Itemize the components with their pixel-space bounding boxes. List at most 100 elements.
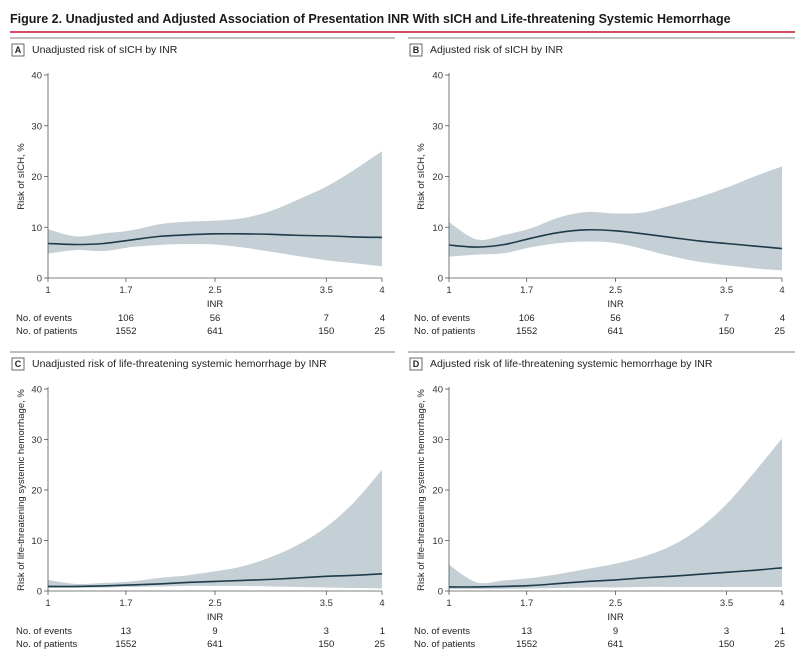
table-cell: 1: [380, 626, 385, 637]
table-cell: 641: [608, 639, 624, 650]
chart-panels: A Unadjusted risk of sICH by INR010203040…: [10, 37, 795, 650]
x-tick-label: 2.5: [208, 598, 221, 609]
y-tick-label: 10: [432, 536, 443, 547]
chart-panel-a: A Unadjusted risk of sICH by INR 0 10 20 30 40…: [10, 37, 395, 337]
table-cell: 25: [374, 639, 385, 650]
confidence-band: [449, 166, 782, 271]
table-cell: 25: [374, 326, 385, 337]
y-tick-label: 20: [432, 172, 443, 183]
table-row-label: No. of events: [414, 313, 470, 324]
chart-panel-c: C Unadjusted risk of life-threatening sys…: [10, 351, 395, 650]
table-cell: 9: [613, 626, 618, 637]
y-axis-label: Risk of sICH, %: [16, 143, 27, 210]
table-cell: 7: [724, 313, 729, 324]
x-tick-label: 1.7: [520, 598, 533, 609]
x-tick-label: 3.5: [720, 285, 733, 296]
confidence-band: [449, 438, 782, 590]
y-tick-label: 10: [432, 223, 443, 234]
table-cell: 3: [324, 626, 329, 637]
y-tick-label: 0: [37, 274, 42, 285]
y-tick-label: 0: [438, 587, 443, 598]
table-cell: 1552: [115, 326, 136, 337]
x-tick-label: 1: [45, 285, 50, 296]
table-cell: 7: [324, 313, 329, 324]
chart-panel-d: D Adjusted risk of life-threatening syste…: [408, 351, 795, 650]
table-cell: 4: [780, 313, 785, 324]
table-cell: 641: [207, 326, 223, 337]
table-cell: 1552: [115, 639, 136, 650]
y-tick-label: 40: [432, 71, 443, 82]
x-tick-label: 1.7: [520, 285, 533, 296]
risk-estimate-line: [448, 566, 783, 588]
table-cell: 56: [610, 313, 621, 324]
table-cell: 150: [318, 639, 334, 650]
panel-letter-box: [409, 357, 423, 371]
x-tick-label: 1.7: [119, 598, 132, 609]
x-axis-label: INR: [607, 612, 624, 623]
x-tick-label: 2.5: [609, 285, 622, 296]
table-row-label: No. of events: [16, 626, 72, 637]
y-tick-label: 30: [432, 121, 443, 132]
table-row-label: No. of patients: [16, 326, 78, 337]
y-tick-label: 20: [31, 172, 42, 183]
x-tick-label: 4: [779, 598, 784, 609]
panel-title: Unadjusted risk of sICH by INR: [32, 44, 178, 56]
panel-letter-box: [11, 357, 25, 371]
y-tick-label: 20: [31, 486, 42, 497]
table-cell: 641: [207, 639, 223, 650]
table-cell: 56: [210, 313, 221, 324]
x-axis-label: INR: [207, 612, 224, 623]
table-cell: 641: [608, 326, 624, 337]
table-cell: 25: [774, 326, 785, 337]
panel-title: Adjusted risk of life-threatening system…: [430, 358, 713, 370]
table-row-label: No. of patients: [16, 639, 78, 650]
y-tick-label: 30: [432, 435, 443, 446]
panel-letter: A: [15, 45, 22, 55]
x-tick-label: 1: [45, 598, 50, 609]
panel-letter: B: [413, 45, 420, 55]
x-tick-label: 3.5: [320, 598, 333, 609]
x-tick-label: 1: [446, 598, 451, 609]
confidence-band: [48, 469, 382, 589]
y-tick-label: 10: [31, 223, 42, 234]
panel-letter: D: [413, 359, 420, 369]
table-cell: 25: [774, 639, 785, 650]
panel-letter-box: [11, 43, 25, 57]
chart-panel-b: B Adjusted risk of sICH by INR 0 10 20 30 40 1 1…: [408, 37, 795, 337]
figure-title: Figure 2. Unadjusted and Adjusted Associ…: [10, 12, 731, 26]
x-tick-label: 2.5: [208, 285, 221, 296]
table-cell: 13: [121, 626, 132, 637]
table-cell: 9: [212, 626, 217, 637]
table-row-label: No. of events: [16, 313, 72, 324]
table-cell: 1552: [516, 639, 537, 650]
table-cell: 13: [521, 626, 532, 637]
table-cell: 150: [318, 326, 334, 337]
panel-letter-box: [409, 43, 423, 57]
table-cell: 106: [118, 313, 134, 324]
x-tick-label: 3.5: [320, 285, 333, 296]
table-cell: 150: [719, 639, 735, 650]
y-tick-label: 0: [37, 587, 42, 598]
y-tick-label: 20: [432, 486, 443, 497]
table-cell: 3: [724, 626, 729, 637]
risk-estimate-line: [47, 232, 383, 246]
panel-title: Adjusted risk of sICH by INR: [430, 44, 563, 56]
y-tick-label: 10: [31, 536, 42, 547]
x-tick-label: 4: [379, 285, 384, 296]
table-cell: 106: [519, 313, 535, 324]
y-tick-label: 30: [31, 435, 42, 446]
x-tick-label: 4: [379, 598, 384, 609]
panel-title: Unadjusted risk of life-threatening syst…: [32, 358, 327, 370]
y-tick-label: 0: [438, 274, 443, 285]
x-axis-label: INR: [607, 299, 624, 310]
table-row-label: No. of patients: [414, 326, 476, 337]
x-tick-label: 3.5: [720, 598, 733, 609]
table-row-label: No. of events: [414, 626, 470, 637]
y-tick-label: 30: [31, 121, 42, 132]
y-tick-label: 40: [432, 385, 443, 396]
table-cell: 150: [719, 326, 735, 337]
x-axis-label: INR: [207, 299, 224, 310]
x-tick-label: 1: [446, 285, 451, 296]
table-cell: 4: [380, 313, 385, 324]
